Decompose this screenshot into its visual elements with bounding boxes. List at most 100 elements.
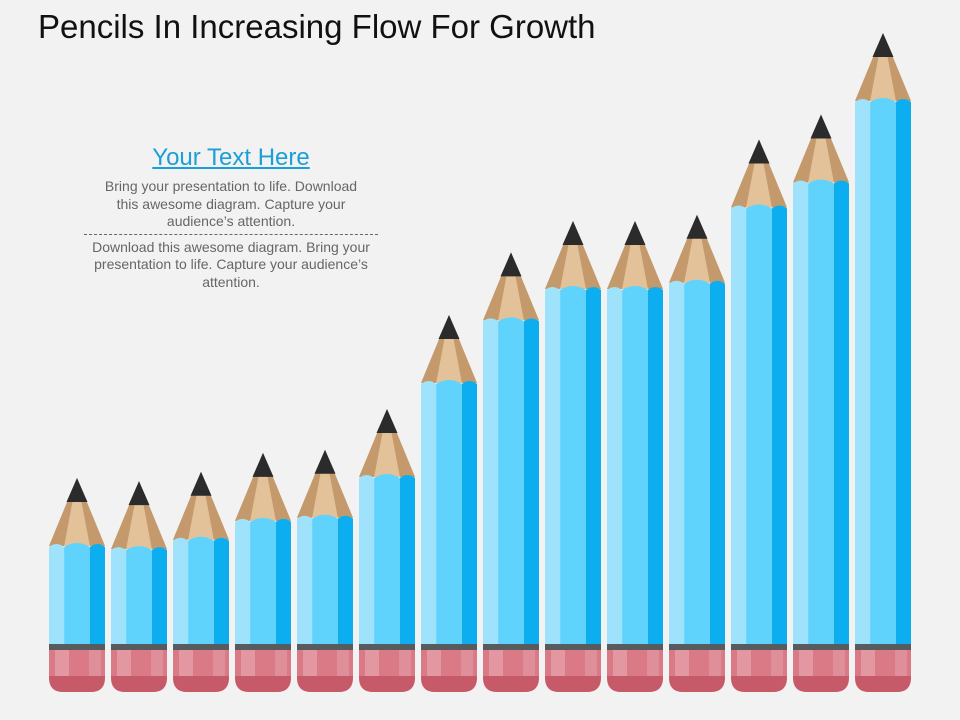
pencil-eraser-shade <box>359 676 415 692</box>
pencil-eraser-highlight <box>647 650 659 676</box>
pencil <box>235 452 291 692</box>
text-block: Your Text Here Bring your presentation t… <box>84 144 378 291</box>
pencil-body-light <box>173 537 189 644</box>
pencil-eraser-highlight <box>675 650 689 676</box>
pencil-eraser-highlight <box>117 650 131 676</box>
pencil <box>669 214 725 692</box>
pencil-ferrule <box>669 644 725 650</box>
pencil-eraser-shade <box>855 676 911 692</box>
pencil-body-dark <box>647 287 663 644</box>
pencil-eraser-highlight <box>365 650 379 676</box>
pencil-ferrule <box>483 644 539 650</box>
pencil-body-mid <box>870 98 896 644</box>
pencil-lead <box>190 471 212 496</box>
pencil <box>359 409 415 692</box>
pencil <box>421 315 477 692</box>
pencil <box>297 449 353 692</box>
pencil-body-light <box>359 475 375 644</box>
pencil-body-light <box>111 547 127 644</box>
pencil-eraser-highlight <box>551 650 565 676</box>
pencil-body-dark <box>337 515 353 644</box>
pencil-body-dark <box>709 280 725 644</box>
pencil-eraser-highlight <box>337 650 349 676</box>
pencil-body-mid <box>250 517 276 644</box>
pencil-eraser-shade <box>297 676 353 692</box>
pencil-body-mid <box>374 474 400 644</box>
pencil-ferrule <box>793 644 849 650</box>
pencil-eraser-shade <box>235 676 291 692</box>
pencil-eraser-shade <box>111 676 167 692</box>
pencil <box>855 33 911 692</box>
pencil-lead <box>314 449 336 474</box>
pencil-eraser-highlight <box>427 650 441 676</box>
pencil-wood-shade <box>173 471 201 540</box>
pencil-body-light <box>235 518 251 644</box>
dashed-divider <box>84 233 378 235</box>
pencil-ferrule <box>49 644 105 650</box>
pencil-body-light <box>669 280 685 644</box>
pencil-lead <box>500 252 522 277</box>
pencil-eraser-highlight <box>895 650 907 676</box>
pencil-eraser-highlight <box>179 650 193 676</box>
pencil-eraser-highlight <box>489 650 503 676</box>
pencil-body-mid <box>436 380 462 644</box>
pencil-body-light <box>607 287 623 644</box>
pencil <box>731 139 787 692</box>
pencil-eraser-highlight <box>213 650 225 676</box>
pencil-ferrule <box>297 644 353 650</box>
pencil-body-mid <box>188 536 214 644</box>
pencil-body-light <box>483 318 499 644</box>
pencil-body-light <box>793 180 809 644</box>
page-title: Pencils In Increasing Flow For Growth <box>38 8 596 45</box>
pencil-eraser-highlight <box>613 650 627 676</box>
pencil-lead <box>438 315 460 340</box>
pencil-body-dark <box>523 318 539 644</box>
pencil-eraser-highlight <box>55 650 69 676</box>
pencil-eraser-highlight <box>771 650 783 676</box>
pencil-body-dark <box>833 180 849 644</box>
pencil-ferrule <box>359 644 415 650</box>
pencil-wood-shade <box>201 471 229 540</box>
pencil-body-mid <box>498 317 524 644</box>
pencil-lead <box>624 221 646 246</box>
pencil-body-dark <box>895 99 911 644</box>
pencil-body-dark <box>275 518 291 644</box>
pencil-eraser-highlight <box>275 650 287 676</box>
pencil <box>607 221 663 692</box>
pencil-body-mid <box>560 286 586 644</box>
pencil-body-dark <box>461 381 477 644</box>
pencil-eraser-highlight <box>89 650 101 676</box>
pencil-body-mid <box>64 543 90 644</box>
pencil-eraser-highlight <box>861 650 875 676</box>
pencil-ferrule <box>421 644 477 650</box>
pencil-eraser-highlight <box>303 650 317 676</box>
pencil-eraser-shade <box>421 676 477 692</box>
pencil-body-mid <box>684 279 710 644</box>
pencil-body-dark <box>399 475 415 644</box>
pencil-ferrule <box>855 644 911 650</box>
pencil-eraser-shade <box>173 676 229 692</box>
pencil-body-mid <box>808 179 834 644</box>
pencil-ferrule <box>173 644 229 650</box>
pencil-body-light <box>855 99 871 644</box>
pencil-body-light <box>731 205 747 644</box>
text-paragraph-2: Download this awesome diagram. Bring you… <box>92 238 370 290</box>
pencil-body-light <box>297 515 313 644</box>
pencil-eraser-highlight <box>399 650 411 676</box>
pencil-eraser-shade <box>731 676 787 692</box>
pencil-body-light <box>545 287 561 644</box>
pencil-body-dark <box>585 287 601 644</box>
pencil <box>793 114 849 692</box>
pencil-ferrule <box>731 644 787 650</box>
pencil-eraser-highlight <box>241 650 255 676</box>
pencil-body-dark <box>89 544 105 644</box>
pencil-body-dark <box>213 537 229 644</box>
pencil-lead <box>562 221 584 246</box>
pencil-ferrule <box>235 644 291 650</box>
pencil-body-dark <box>151 547 167 644</box>
pencil-lead <box>252 452 274 477</box>
pencil-eraser-highlight <box>737 650 751 676</box>
pencil-eraser-shade <box>49 676 105 692</box>
pencil-eraser-shade <box>545 676 601 692</box>
